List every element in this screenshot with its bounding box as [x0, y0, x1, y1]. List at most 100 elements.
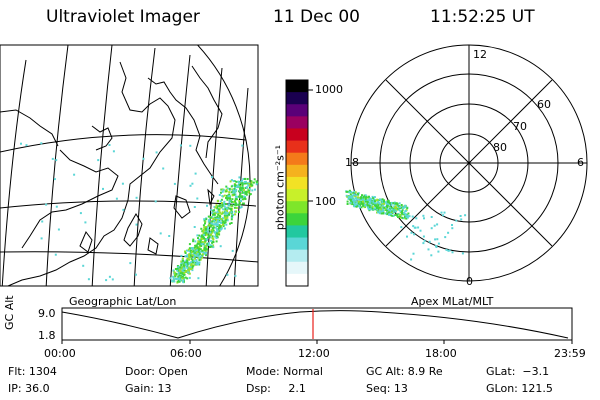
aurora-pixel: [353, 190, 356, 193]
aurora-pixel: [396, 213, 399, 216]
aurora-pixel: [213, 231, 216, 234]
aurora-pixel: [408, 215, 411, 218]
island-outline: [147, 237, 159, 255]
colorbar-stripe: [286, 92, 308, 105]
aurora-pixel: [184, 255, 187, 258]
aurora-pixel: [178, 275, 181, 278]
aurora-pixel: [218, 204, 221, 207]
aurora-pixel: [184, 263, 187, 266]
aurora-pixel: [240, 206, 243, 208]
aurora-pixel: [232, 191, 235, 194]
aurora-pixel: [346, 203, 349, 205]
colorbar-stripe: [286, 201, 308, 214]
earth-limb: [196, 45, 251, 286]
aurora-pixel: [174, 275, 177, 278]
aurora-pixel: [105, 279, 108, 282]
aurora-pixel: [176, 265, 179, 267]
aurora-pixel: [191, 269, 194, 272]
aurora-pixel: [366, 200, 369, 203]
aurora-pixel: [390, 214, 393, 217]
aurora-pixel: [211, 176, 213, 179]
aurora-pixel: [198, 259, 201, 261]
aurora-pixel: [203, 218, 206, 221]
aurora-pixel: [215, 231, 218, 234]
aurora-pixel: [199, 255, 202, 258]
aurora-pixel: [180, 266, 183, 269]
aurora-pixel: [223, 227, 226, 230]
aurora-pixel: [162, 167, 165, 170]
aurora-pixel: [372, 198, 375, 201]
aurora-pixel: [182, 259, 184, 262]
aurora-pixel: [351, 203, 354, 206]
aurora-pixel: [219, 200, 222, 203]
coastline: [191, 65, 223, 159]
aurora-pixel: [210, 224, 213, 227]
aurora-pixel: [204, 239, 207, 242]
aurora-pixel: [199, 239, 201, 242]
aurora-pixel: [401, 209, 404, 212]
aurora-pixel: [221, 221, 224, 224]
coastline: [7, 61, 176, 286]
aurora-pixel: [250, 181, 253, 184]
aurora-pixel: [430, 227, 433, 230]
aurora-pixel: [374, 200, 377, 203]
aurora-pixel: [389, 207, 392, 210]
aurora-pixel: [179, 144, 182, 147]
aurora-pixel: [350, 196, 353, 199]
meridian-line: [45, 45, 69, 286]
aurora-pixel: [188, 276, 191, 279]
aurora-pixel: [244, 191, 247, 194]
aurora-pixel: [352, 192, 355, 195]
aurora-pixel: [398, 215, 401, 218]
aurora-pixel: [435, 245, 437, 248]
aurora-pixel: [413, 226, 416, 229]
aurora-pixel: [225, 188, 228, 191]
aurora-pixel: [188, 247, 191, 250]
aurora-pixel: [217, 228, 220, 231]
aurora-pixel: [361, 202, 364, 205]
aurora-pixel: [248, 188, 251, 191]
aurora-pixel: [422, 242, 425, 245]
aurora-pixel: [215, 218, 218, 221]
aurora-pixel: [357, 192, 360, 195]
aurora-pixel: [121, 182, 124, 185]
aurora-pixel: [208, 228, 211, 231]
aurora-pixel: [186, 266, 189, 269]
aurora-pixel: [191, 266, 194, 269]
aurora-pixel: [357, 200, 360, 203]
aurora-pixel: [187, 262, 190, 265]
aurora-pixel: [234, 201, 237, 204]
aurora-pixel: [252, 181, 255, 184]
aurora-pixel: [250, 183, 253, 186]
aurora-pixel: [199, 241, 202, 244]
aurora-pixel: [210, 239, 213, 242]
aurora-pixel: [400, 226, 403, 229]
aurora-pixel: [181, 272, 184, 275]
aurora-pixel: [201, 249, 204, 252]
aurora-pixel: [394, 205, 397, 208]
aurora-pixel: [179, 278, 182, 281]
aurora-pixel: [221, 195, 224, 198]
aurora-pixel: [217, 210, 220, 213]
aurora-pixel: [193, 260, 196, 263]
aurora-pixel: [196, 242, 199, 245]
aurora-pixel: [216, 223, 219, 226]
aurora-pixel: [191, 182, 194, 185]
aurora-pixel: [87, 278, 90, 281]
colorbar-frame: [285, 79, 309, 287]
aurora-pixel: [358, 204, 361, 207]
aurora-pixel: [216, 228, 219, 231]
aurora-pixel: [356, 196, 359, 199]
aurora-pixel: [191, 247, 193, 249]
aurora-pixel: [193, 206, 196, 208]
aurora-pixel: [217, 208, 220, 211]
aurora-pixel: [82, 264, 85, 267]
aurora-pixel: [244, 198, 247, 200]
aurora-pixel: [226, 216, 229, 219]
aurora-pixel: [349, 193, 352, 196]
map-aurora-emission: [20, 142, 259, 284]
aurora-pixel: [384, 212, 387, 215]
aurora-pixel: [381, 201, 384, 204]
aurora-pixel: [225, 223, 228, 226]
